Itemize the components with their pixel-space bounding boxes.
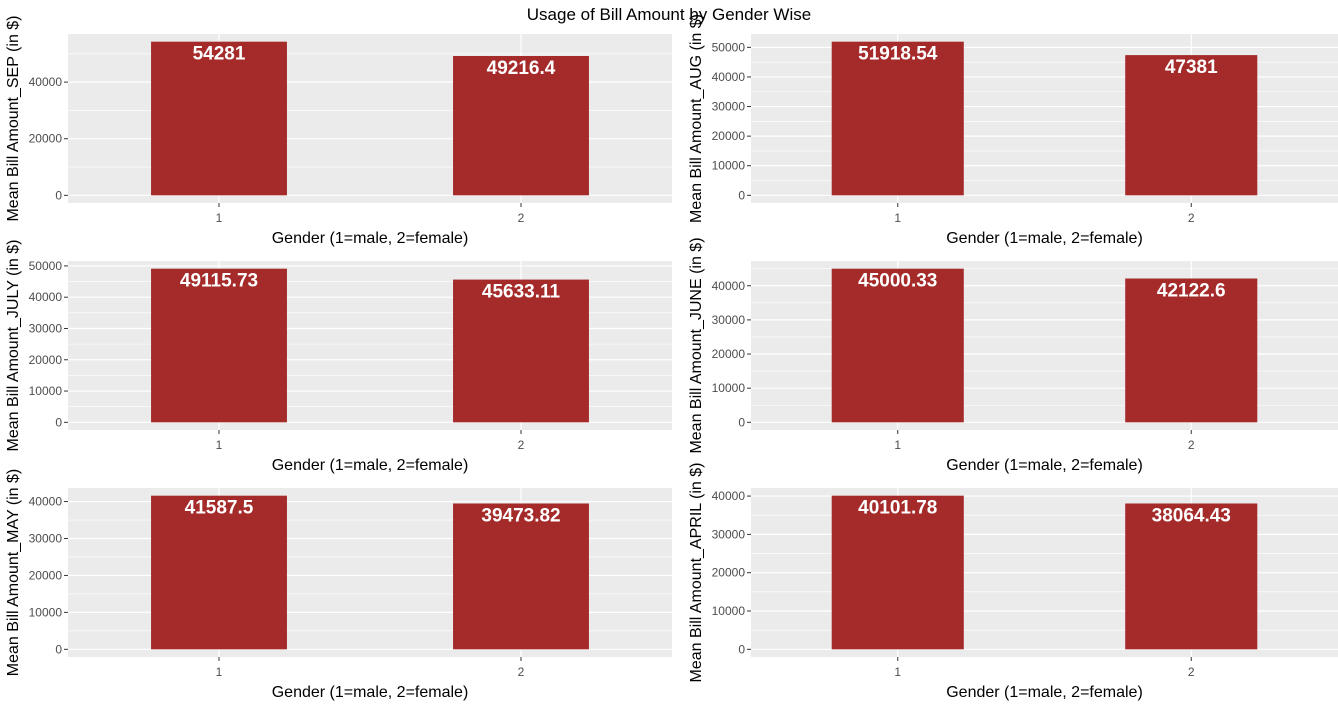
bar-value-label: 40101.78 (858, 498, 937, 519)
y-tick-label: 40000 (29, 75, 63, 89)
y-tick-label: 10000 (712, 381, 746, 395)
bar-value-label: 38064.43 (1152, 505, 1231, 526)
bar-value-label: 51918.54 (858, 44, 938, 65)
bar-value-label: 45000.33 (858, 271, 937, 292)
y-tick-label: 40000 (29, 290, 63, 304)
x-axis-title: Gender (1=male, 2=female) (946, 457, 1143, 474)
y-tick-label: 20000 (712, 129, 746, 143)
x-tick-label: 2 (518, 211, 525, 225)
x-axis-title: Gender (1=male, 2=female) (946, 230, 1143, 247)
y-tick-label: 30000 (29, 531, 63, 545)
chart-title: Usage of Bill Amount by Gender Wise (526, 5, 812, 24)
x-tick-label: 1 (216, 211, 223, 225)
bar (1125, 278, 1258, 423)
bar-value-label: 42122.6 (1157, 281, 1226, 302)
y-axis-title: Mean Bill Amount_MAY (in $) (5, 469, 22, 677)
bar (831, 41, 964, 196)
y-axis-title: Mean Bill Amount_JUNE (in $) (688, 237, 705, 453)
y-tick-label: 30000 (712, 100, 746, 114)
y-tick-label: 50000 (29, 259, 63, 273)
y-tick-label: 0 (738, 642, 745, 656)
x-tick-label: 1 (894, 211, 901, 225)
bar-value-label: 47381 (1165, 57, 1218, 78)
x-tick-label: 2 (518, 438, 525, 452)
x-tick-label: 1 (216, 438, 223, 452)
y-tick-label: 10000 (712, 604, 746, 618)
y-tick-label: 10000 (712, 159, 746, 173)
bar (453, 503, 589, 650)
y-tick-label: 0 (55, 415, 62, 429)
y-axis-title: Mean Bill Amount_JULY (in $) (5, 240, 22, 452)
y-tick-label: 50000 (712, 40, 746, 54)
y-tick-label: 30000 (712, 313, 746, 327)
bar (1125, 55, 1258, 196)
y-axis-title: Mean Bill Amount_SEP (in $) (5, 15, 22, 221)
x-tick-label: 2 (518, 665, 525, 679)
bar-value-label: 54281 (193, 44, 246, 65)
bar (831, 268, 964, 423)
y-tick-label: 40000 (712, 279, 746, 293)
y-tick-label: 20000 (29, 353, 63, 367)
bar (453, 279, 589, 423)
y-tick-label: 10000 (29, 384, 63, 398)
x-axis-title: Gender (1=male, 2=female) (272, 684, 469, 701)
bar-value-label: 41587.5 (185, 498, 254, 519)
y-axis-title: Mean Bill Amount_AUG (in $) (688, 14, 705, 223)
x-axis-title: Gender (1=male, 2=female) (946, 684, 1143, 701)
y-tick-label: 40000 (712, 489, 746, 503)
y-tick-label: 0 (738, 415, 745, 429)
x-tick-label: 2 (1188, 665, 1195, 679)
x-tick-label: 1 (894, 438, 901, 452)
x-axis-title: Gender (1=male, 2=female) (272, 457, 469, 474)
bar-value-label: 49115.73 (180, 271, 258, 292)
x-tick-label: 2 (1188, 211, 1195, 225)
y-tick-label: 0 (55, 188, 62, 202)
x-axis-title: Gender (1=male, 2=female) (272, 230, 469, 247)
y-tick-label: 0 (738, 188, 745, 202)
y-tick-label: 20000 (712, 347, 746, 361)
x-tick-label: 2 (1188, 438, 1195, 452)
y-tick-label: 20000 (29, 568, 63, 582)
bar (453, 56, 589, 196)
bar-value-label: 45633.11 (482, 282, 561, 303)
bar-value-label: 49216.4 (487, 58, 556, 79)
bar (1125, 503, 1258, 650)
x-tick-label: 1 (216, 665, 223, 679)
y-tick-label: 0 (55, 642, 62, 656)
bar (831, 495, 964, 650)
bar-value-label: 39473.82 (481, 505, 560, 526)
y-tick-label: 20000 (29, 132, 63, 146)
bar (151, 268, 287, 423)
y-tick-label: 40000 (29, 495, 63, 509)
y-tick-label: 40000 (712, 70, 746, 84)
bar (151, 495, 287, 650)
y-tick-label: 20000 (712, 566, 746, 580)
y-tick-label: 30000 (29, 321, 63, 335)
y-axis-title: Mean Bill Amount_APRIL (in $) (688, 463, 705, 683)
y-tick-label: 30000 (712, 527, 746, 541)
y-tick-label: 10000 (29, 605, 63, 619)
x-tick-label: 1 (894, 665, 901, 679)
bar (151, 41, 287, 196)
